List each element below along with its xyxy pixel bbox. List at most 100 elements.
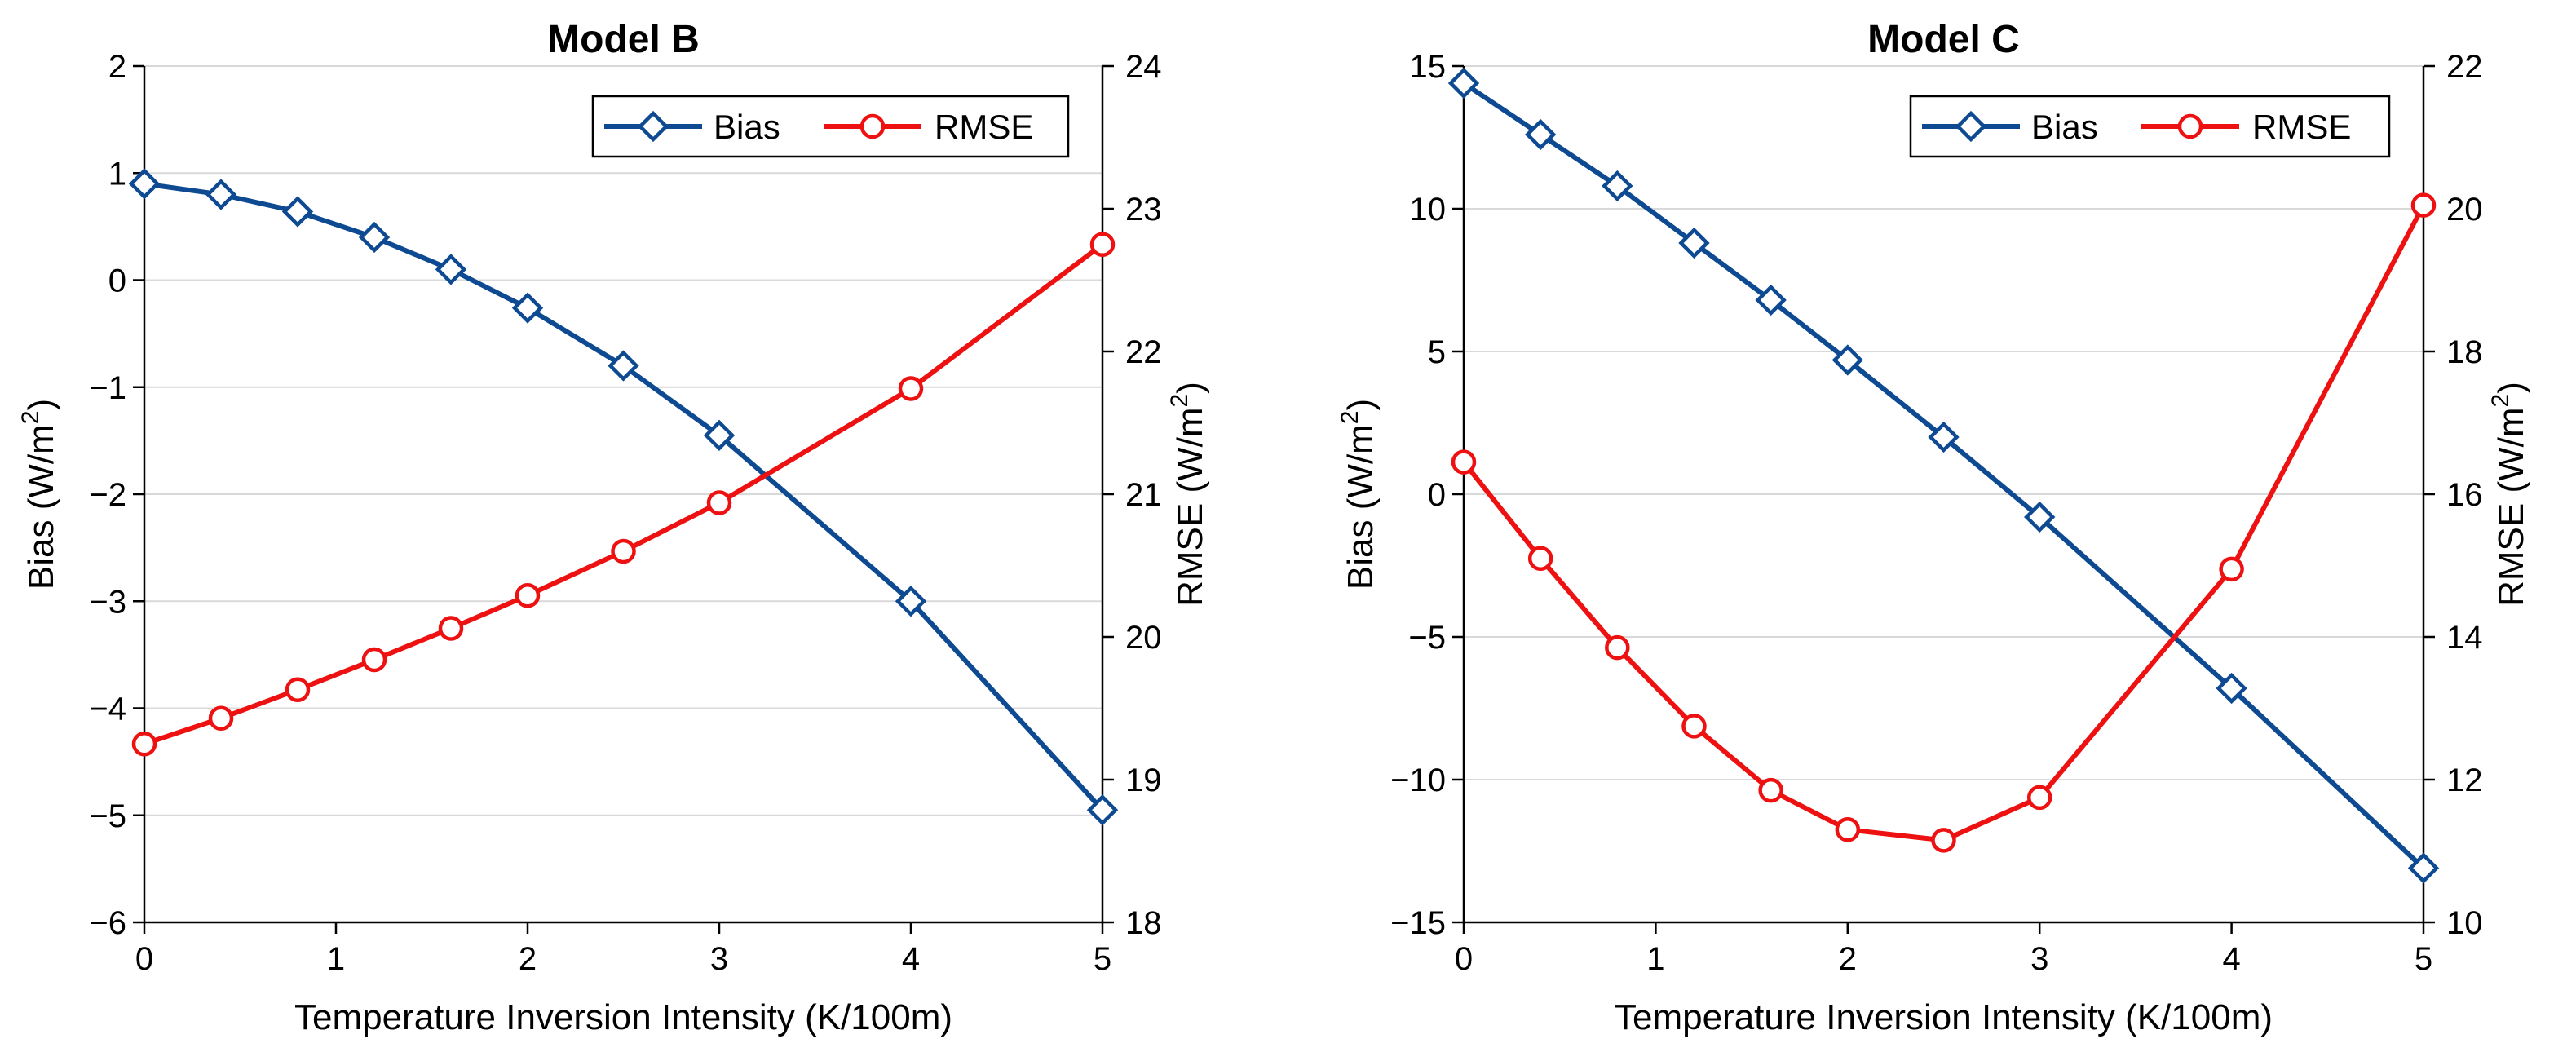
data-point-bias — [1086, 794, 1119, 826]
data-point-bias — [1447, 67, 1480, 99]
y2-axis-label-end: ) — [2491, 382, 2531, 394]
data-point-bias — [281, 196, 314, 228]
y2-tick-label: 20 — [1125, 620, 1162, 656]
y-tick-label: 0 — [1428, 477, 1446, 513]
data-point-bias — [1602, 170, 1633, 202]
x-tick-label: 3 — [710, 941, 728, 977]
y-tick-label: 2 — [108, 49, 126, 85]
data-point-rmse — [1605, 634, 1630, 661]
data-point-bias — [2024, 501, 2056, 533]
data-point-bias — [435, 254, 467, 285]
y-tick-label: −5 — [1408, 620, 1446, 656]
data-point-rmse — [2219, 556, 2244, 582]
legend-label-rmse: RMSE — [2252, 108, 2351, 146]
x-tick-label: 2 — [519, 941, 537, 977]
y2-axis-label: RMSE (W/m2) — [2487, 382, 2531, 607]
y2-axis-label-sup: 2 — [1166, 394, 1193, 408]
y-tick-label: −10 — [1390, 762, 1446, 798]
data-point-rmse — [515, 583, 541, 608]
data-point-bias — [2216, 672, 2247, 705]
legend-marker-rmse — [859, 113, 886, 139]
data-point-rmse — [1931, 828, 1956, 853]
y-tick-label: −3 — [89, 584, 126, 620]
data-point-rmse — [2410, 192, 2437, 218]
legend-label-rmse: RMSE — [935, 108, 1033, 146]
y-tick-label: 1 — [108, 156, 126, 192]
x-tick-label: 5 — [1094, 941, 1111, 977]
y2-axis-label-text: RMSE (W/m — [2491, 407, 2531, 606]
x-tick-label: 0 — [1455, 941, 1473, 977]
x-tick-label: 4 — [902, 941, 920, 977]
y-axis-label-end: ) — [1341, 399, 1381, 411]
y2-tick-label: 18 — [2446, 334, 2483, 370]
chart-title: Model C — [1867, 18, 2020, 61]
y2-tick-label: 23 — [1125, 192, 1162, 228]
data-point-bias — [128, 168, 161, 200]
y2-tick-label: 24 — [1125, 49, 1162, 85]
data-point-bias — [1678, 227, 1710, 259]
series-line-rmse — [144, 242, 1104, 747]
y2-tick-label: 10 — [2446, 905, 2483, 941]
y2-tick-label: 18 — [1125, 905, 1162, 941]
legend-marker-bias — [1955, 110, 1987, 143]
data-point-rmse — [1527, 546, 1553, 571]
y-tick-label: −4 — [89, 692, 126, 727]
y-tick-label: −1 — [89, 370, 126, 406]
y2-tick-label: 19 — [1125, 762, 1162, 798]
data-point-rmse — [1681, 714, 1707, 739]
legend-marker-rmse — [2177, 113, 2203, 139]
y-axis-label: Bias (W/m2) — [1337, 399, 1381, 590]
legend-label-bias: Bias — [714, 108, 780, 146]
data-point-rmse — [361, 647, 387, 673]
series-line-bias — [144, 181, 1105, 812]
y-axis-label-end: ) — [21, 399, 61, 411]
data-point-rmse — [208, 705, 234, 731]
data-point-rmse — [898, 376, 924, 401]
y-tick-label: 15 — [1410, 49, 1447, 85]
y2-axis-label: RMSE (W/m2) — [1166, 382, 1210, 607]
y2-tick-label: 22 — [2446, 49, 2483, 85]
y2-axis-label-sup: 2 — [2487, 394, 2514, 408]
chart-title: Model B — [547, 18, 700, 61]
y-axis-label-sup: 2 — [17, 411, 44, 425]
x-tick-label: 1 — [327, 941, 345, 977]
y2-tick-label: 22 — [1125, 334, 1162, 370]
data-point-bias — [608, 350, 639, 382]
y-tick-label: −15 — [1390, 905, 1446, 941]
data-point-bias — [1928, 421, 1960, 453]
legend: Bias RMSE — [1909, 95, 2391, 158]
legend-label-bias: Bias — [2031, 108, 2098, 146]
data-point-bias — [2407, 852, 2440, 884]
legend: Bias RMSE — [591, 95, 1070, 158]
data-point-bias — [1524, 118, 1557, 151]
data-point-rmse — [1835, 817, 1861, 842]
x-tick-label: 0 — [135, 941, 153, 977]
y2-tick-label: 21 — [1125, 477, 1162, 513]
x-tick-label: 5 — [2415, 941, 2432, 977]
series-line-bias — [1462, 81, 2426, 870]
data-point-bias — [895, 586, 927, 617]
y2-tick-label: 20 — [2446, 192, 2483, 228]
x-tick-label: 1 — [1646, 941, 1664, 977]
y-tick-label: −6 — [89, 905, 126, 941]
y-tick-label: −5 — [89, 798, 126, 834]
data-point-rmse — [1089, 232, 1116, 257]
data-point-rmse — [706, 490, 732, 515]
data-point-rmse — [285, 677, 311, 702]
data-point-rmse — [438, 616, 464, 641]
y-tick-label: −2 — [89, 477, 126, 513]
x-tick-label: 3 — [2030, 941, 2048, 977]
data-point-rmse — [611, 538, 636, 564]
y-axis-label-text: Bias (W/m — [1341, 424, 1381, 590]
x-axis-label: Temperature Inversion Intensity (K/100m) — [294, 997, 952, 1037]
y2-tick-label: 14 — [2446, 620, 2483, 656]
x-tick-label: 2 — [1839, 941, 1857, 977]
data-point-rmse — [2026, 785, 2052, 811]
data-point-rmse — [1758, 777, 1783, 803]
y2-tick-label: 16 — [2446, 477, 2483, 513]
y-tick-label: 0 — [108, 263, 126, 299]
data-point-bias — [1831, 344, 1863, 376]
data-point-bias — [511, 292, 544, 324]
